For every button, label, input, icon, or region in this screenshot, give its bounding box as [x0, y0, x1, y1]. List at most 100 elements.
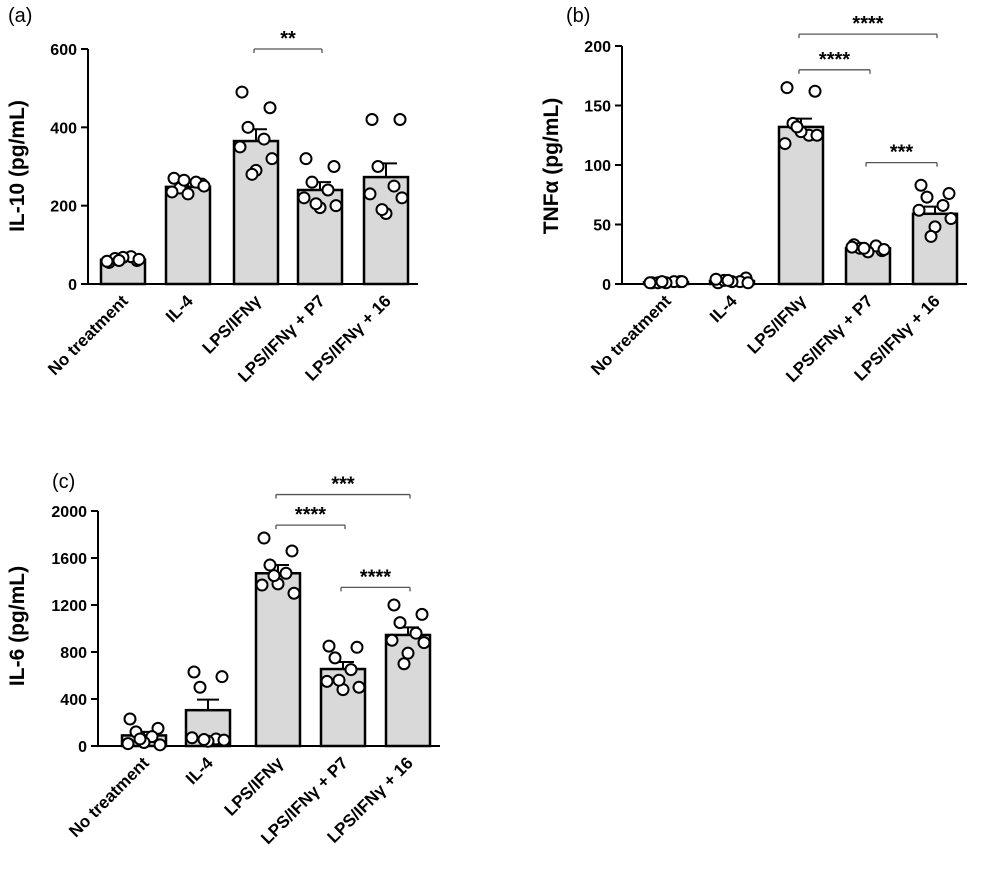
data-point [857, 241, 871, 255]
data-point [241, 120, 255, 134]
data-point [741, 276, 755, 290]
y-tick-label: 200 [584, 39, 611, 56]
y-tick-label: 800 [60, 645, 87, 662]
data-point [721, 273, 735, 287]
data-point [153, 738, 167, 752]
x-category-label: LPS/IFNγ [744, 291, 811, 358]
data-point [912, 203, 926, 217]
significance-label: **** [852, 13, 883, 35]
data-point [263, 101, 277, 115]
significance-label: **** [819, 49, 850, 71]
data-point [217, 733, 231, 747]
panel-a: (a) IL-10 (pg/mL) 0 200 400 600 No treatment IL… [6, 5, 418, 386]
data-point [233, 140, 247, 154]
y-tick-label: 2000 [51, 504, 87, 521]
panel-b: (b) TNFα (pg/mL) 0 50 100 150 200 No treatment I… [540, 5, 967, 386]
data-point [810, 128, 824, 142]
data-point [132, 252, 146, 266]
data-point [305, 175, 319, 189]
panel-label: (a) [8, 5, 32, 27]
y-tick-label: 600 [50, 42, 77, 59]
y-tick-label: 1200 [51, 598, 87, 615]
data-point [299, 152, 313, 166]
bar [777, 125, 825, 286]
y-axis-title: TNFα (pg/mL) [540, 98, 563, 235]
data-point [936, 198, 950, 212]
y-tick-label: 200 [50, 199, 77, 216]
y-tick-label: 150 [584, 99, 611, 116]
data-point [393, 616, 407, 630]
data-point [322, 639, 336, 653]
data-point [365, 113, 379, 126]
y-tick-label: 400 [50, 120, 77, 137]
data-point [344, 663, 358, 677]
data-point [371, 160, 385, 173]
x-category-label: No treatment [44, 291, 132, 379]
data-point [387, 179, 401, 193]
data-point [385, 633, 399, 647]
data-point [417, 636, 431, 650]
x-category-label: No treatment [65, 753, 153, 841]
bar [254, 572, 302, 748]
y-tick-label: 50 [593, 218, 611, 235]
data-point [177, 173, 191, 187]
data-point [808, 84, 822, 98]
data-point [123, 712, 137, 726]
data-point [309, 197, 323, 211]
data-point [328, 651, 342, 665]
y-tick-label: 1600 [51, 551, 87, 568]
data-point [287, 586, 301, 600]
y-tick-label: 0 [68, 277, 77, 294]
significance-label: *** [331, 474, 355, 496]
data-point [267, 569, 281, 583]
significance-label: ** [280, 28, 296, 50]
data-point [655, 275, 669, 289]
y-axis-title: IL-10 (pg/mL) [6, 100, 29, 232]
x-category-label: LPS/IFNγ [221, 753, 288, 820]
data-point [100, 254, 114, 268]
data-point [327, 160, 341, 173]
data-point [197, 179, 211, 193]
data-point [165, 185, 179, 199]
data-point [265, 152, 279, 166]
data-point [352, 680, 366, 694]
data-point [197, 733, 211, 747]
data-point [257, 132, 271, 146]
y-tick-label: 100 [584, 158, 611, 175]
data-point [944, 212, 958, 226]
data-point [643, 276, 657, 290]
data-point [395, 191, 409, 205]
y-tick-label: 0 [602, 277, 611, 294]
data-point [363, 187, 377, 201]
y-axis-title: IL-6 (pg/mL) [6, 566, 29, 686]
data-point [675, 275, 689, 289]
data-point [121, 737, 135, 751]
panel-label: (b) [566, 5, 590, 27]
data-point [255, 578, 269, 592]
data-point [387, 598, 401, 612]
data-point [920, 190, 934, 204]
data-point [778, 137, 792, 151]
panel-label: (c) [52, 471, 75, 493]
data-point [235, 85, 249, 99]
data-point [257, 531, 271, 545]
data-point [329, 199, 343, 213]
data-point [285, 544, 299, 558]
x-category-label: LPS/IFNγ [199, 291, 266, 358]
data-point [112, 254, 126, 267]
data-point [709, 272, 723, 286]
data-point [193, 680, 207, 694]
data-point [332, 673, 346, 687]
data-point [924, 229, 938, 243]
data-point [133, 732, 147, 746]
data-point [393, 113, 407, 126]
data-point [279, 566, 293, 580]
data-point [914, 178, 928, 192]
y-tick-label: 400 [60, 692, 87, 709]
data-point [401, 646, 415, 660]
significance-label: *** [890, 142, 914, 164]
data-point [215, 670, 229, 684]
significance-label: **** [360, 566, 391, 588]
data-point [181, 187, 195, 201]
